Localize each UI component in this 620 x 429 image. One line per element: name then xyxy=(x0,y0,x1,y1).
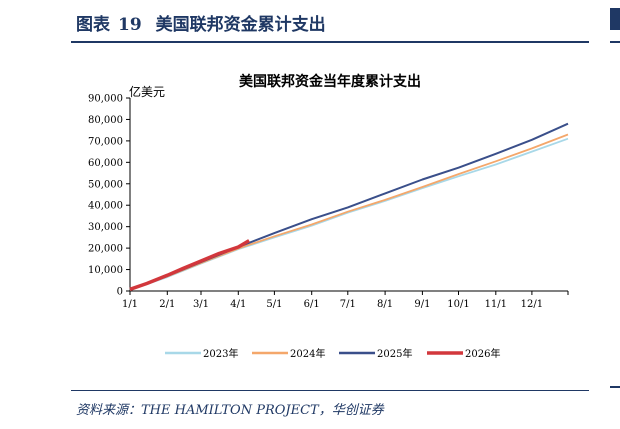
adjacent-header-rule xyxy=(610,41,620,43)
chart-title: 美国联邦资金当年度累计支出 xyxy=(239,73,421,90)
series-line-2023年 xyxy=(129,137,569,291)
x-tick-label: 12/1 xyxy=(521,299,543,310)
figure-label: 图表 xyxy=(76,15,110,35)
x-tick-label: 3/1 xyxy=(193,299,209,310)
x-tick-label: 7/1 xyxy=(340,299,356,310)
legend-label: 2025年 xyxy=(377,347,412,360)
series-line-2026年 xyxy=(129,239,250,291)
adjacent-footer-rule xyxy=(610,386,620,388)
axes: 0 10,000 20,000 30,000 40,000 50,000 60,000 70,… xyxy=(88,94,569,310)
y-tick-label: 60,000 xyxy=(88,158,123,169)
figure-header: 图表 19 美国联邦资金累计支出 xyxy=(71,4,591,42)
x-tick-label: 8/1 xyxy=(377,299,393,310)
x-tick-label: 9/1 xyxy=(414,299,430,310)
series-lines xyxy=(129,122,569,291)
x-tick-label: 2/1 xyxy=(159,299,175,310)
y-tick-label: 50,000 xyxy=(88,179,123,190)
y-tick-label: 10,000 xyxy=(88,265,123,276)
legend-label: 2024年 xyxy=(290,347,325,360)
y-tick-label: 20,000 xyxy=(88,244,123,255)
footer-rule xyxy=(71,390,589,391)
figure-number: 19 xyxy=(118,15,142,35)
x-tick-label: 4/1 xyxy=(230,299,246,310)
x-tick-label: 10/1 xyxy=(447,299,469,310)
y-tick-label: 80,000 xyxy=(88,115,123,126)
x-tick-label: 1/1 xyxy=(122,299,138,310)
source-note: 资料来源：THE HAMILTON PROJECT，华创证券 xyxy=(76,403,384,418)
legend-label: 2026年 xyxy=(465,347,500,360)
y-tick-label: 70,000 xyxy=(88,136,123,147)
y-tick-label: 30,000 xyxy=(88,222,123,233)
legend-label: 2023年 xyxy=(203,347,238,360)
y-tick-label: 0 xyxy=(117,287,123,298)
figure-title-text: 美国联邦资金累计支出 xyxy=(155,15,326,35)
legend: 2023年 2024年 2025年 2026年 xyxy=(165,347,500,360)
header-rule xyxy=(71,41,589,43)
y-axis-label: 亿美元 xyxy=(129,84,165,99)
y-tick-label: 40,000 xyxy=(88,201,123,212)
x-tick-label: 11/1 xyxy=(485,299,507,310)
x-tick-label: 5/1 xyxy=(266,299,282,310)
y-tick-label: 90,000 xyxy=(88,94,123,105)
x-tick-label: 6/1 xyxy=(304,299,320,310)
adjacent-figure-edge xyxy=(610,8,620,30)
figure-title: 图表 19 美国联邦资金累计支出 xyxy=(76,10,326,35)
